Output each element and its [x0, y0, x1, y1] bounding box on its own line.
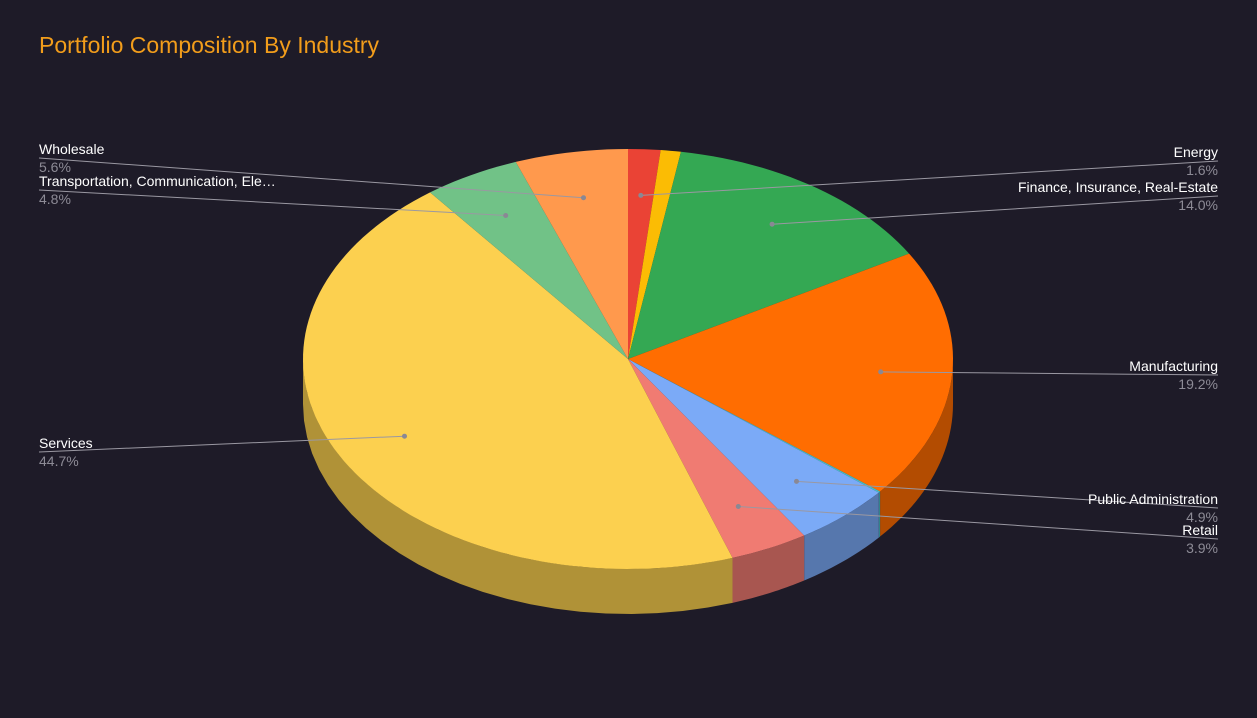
slice-wholesale[interactable] [515, 149, 628, 359]
slice-minor-1[interactable] [628, 150, 681, 359]
slice-side-minor-4 [878, 491, 881, 538]
leader-dot-finance-insurance-real-estate [769, 221, 775, 227]
label-value-retail: 3.9% [1186, 540, 1218, 556]
label-value-services: 44.7% [39, 453, 79, 469]
leader-line-finance-insurance-real-estate [772, 195, 1219, 225]
leader-dot-wholesale [581, 195, 586, 201]
label-value-energy: 1.6% [1186, 162, 1218, 178]
label-name-retail: Retail [1182, 522, 1218, 538]
leader-dot-retail [735, 504, 741, 509]
slice-side-manufacturing [880, 359, 953, 537]
chart-title: Portfolio Composition By Industry [39, 32, 380, 58]
slice-manufacturing[interactable] [628, 253, 953, 492]
leader-line-retail [738, 506, 1219, 540]
slice-transportation-communication-ele[interactable] [430, 161, 628, 359]
leader-line-transportation-communication-ele [38, 189, 506, 216]
leader-dot-manufacturing [878, 369, 884, 375]
leader-line-services [38, 435, 405, 453]
slice-side-retail [732, 535, 805, 603]
slice-minor-4[interactable] [628, 359, 881, 493]
label-name-energy: Energy [1174, 144, 1218, 160]
label-value-finance-insurance-real-estate: 14.0% [1178, 197, 1218, 213]
slice-finance-insurance-real-estate[interactable] [628, 151, 910, 359]
label-name-public-administration: Public Administration [1088, 491, 1218, 507]
slice-labels: Energy 1.6%Finance, Insurance, Real-Estat… [38, 141, 1219, 556]
label-value-public-administration: 4.9% [1186, 509, 1218, 525]
leader-dot-energy [638, 192, 644, 198]
label-name-wholesale: Wholesale [39, 141, 105, 157]
label-value-transportation-communication-ele: 4.8% [39, 191, 71, 207]
slice-energy[interactable] [628, 149, 661, 359]
label-name-services: Services [39, 435, 93, 451]
label-value-wholesale: 5.6% [39, 159, 71, 175]
slice-services[interactable] [303, 192, 733, 569]
leader-line-public-administration [796, 480, 1219, 509]
leader-line-manufacturing [880, 371, 1219, 376]
label-value-manufacturing: 19.2% [1178, 376, 1218, 392]
label-name-manufacturing: Manufacturing [1129, 358, 1218, 374]
slice-public-administration[interactable] [628, 359, 879, 536]
pie-slices [303, 149, 953, 569]
slice-side-services [303, 359, 733, 614]
leader-dot-services [402, 433, 407, 439]
leader-line-energy [640, 160, 1219, 196]
leader-line-wholesale [38, 157, 584, 199]
label-name-finance-insurance-real-estate: Finance, Insurance, Real-Estate [1018, 179, 1218, 195]
leader-dot-transportation-communication-ele [503, 213, 509, 218]
leader-dot-public-administration [794, 478, 799, 484]
label-name-transportation-communication-ele: Transportation, Communication, Ele… [39, 173, 276, 189]
